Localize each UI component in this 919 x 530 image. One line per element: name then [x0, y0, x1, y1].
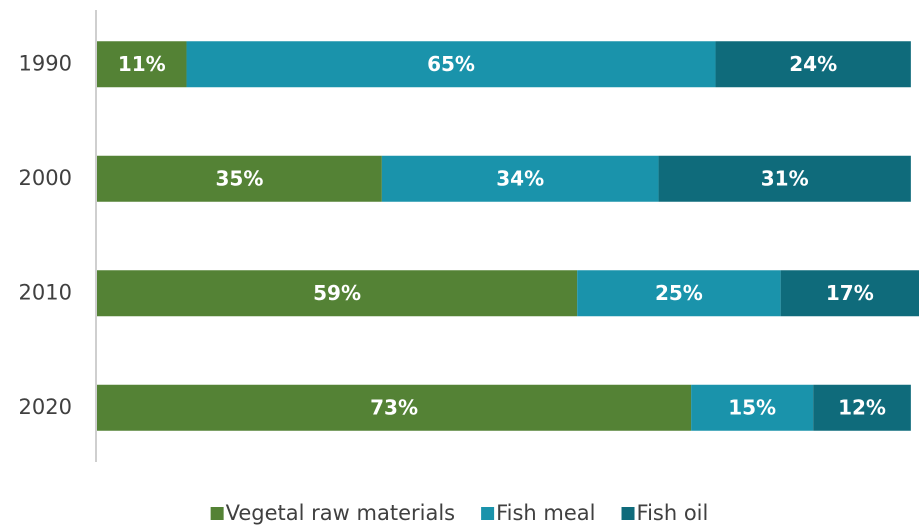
data-label: 65% [427, 52, 475, 76]
bar-segment [381, 155, 659, 202]
legend-swatch [621, 507, 635, 520]
bar-segment [780, 270, 919, 317]
y-tick-label: 2020 [19, 395, 72, 419]
legend-swatch [210, 507, 224, 520]
bar-segment [97, 155, 382, 202]
bar-segment [97, 270, 578, 317]
data-label: 34% [496, 166, 544, 190]
data-label: 35% [215, 166, 263, 190]
data-label: 24% [789, 52, 837, 76]
bar-segment [658, 155, 911, 202]
legend-label: Fish oil [637, 501, 709, 525]
bar-segment [813, 384, 911, 431]
y-tick-label: 2010 [19, 280, 72, 304]
legend-swatch [481, 507, 495, 520]
bar-segment [715, 41, 911, 88]
data-label: 73% [370, 395, 418, 419]
bar-segment [186, 41, 716, 88]
data-label: 25% [655, 281, 703, 305]
bar-segment [691, 384, 814, 431]
bar-segment [97, 41, 187, 88]
legend-label: Vegetal raw materials [226, 501, 455, 525]
data-label: 17% [826, 281, 874, 305]
data-label: 31% [761, 166, 809, 190]
y-tick-label: 1990 [19, 51, 72, 75]
data-label: 59% [313, 281, 361, 305]
y-tick-label: 2000 [19, 166, 72, 190]
bar-segment [577, 270, 781, 317]
data-label: 11% [118, 52, 166, 76]
bar-segment [97, 384, 692, 431]
data-label: 15% [728, 395, 776, 419]
legend-label: Fish meal [496, 501, 595, 525]
data-label: 12% [838, 395, 886, 419]
